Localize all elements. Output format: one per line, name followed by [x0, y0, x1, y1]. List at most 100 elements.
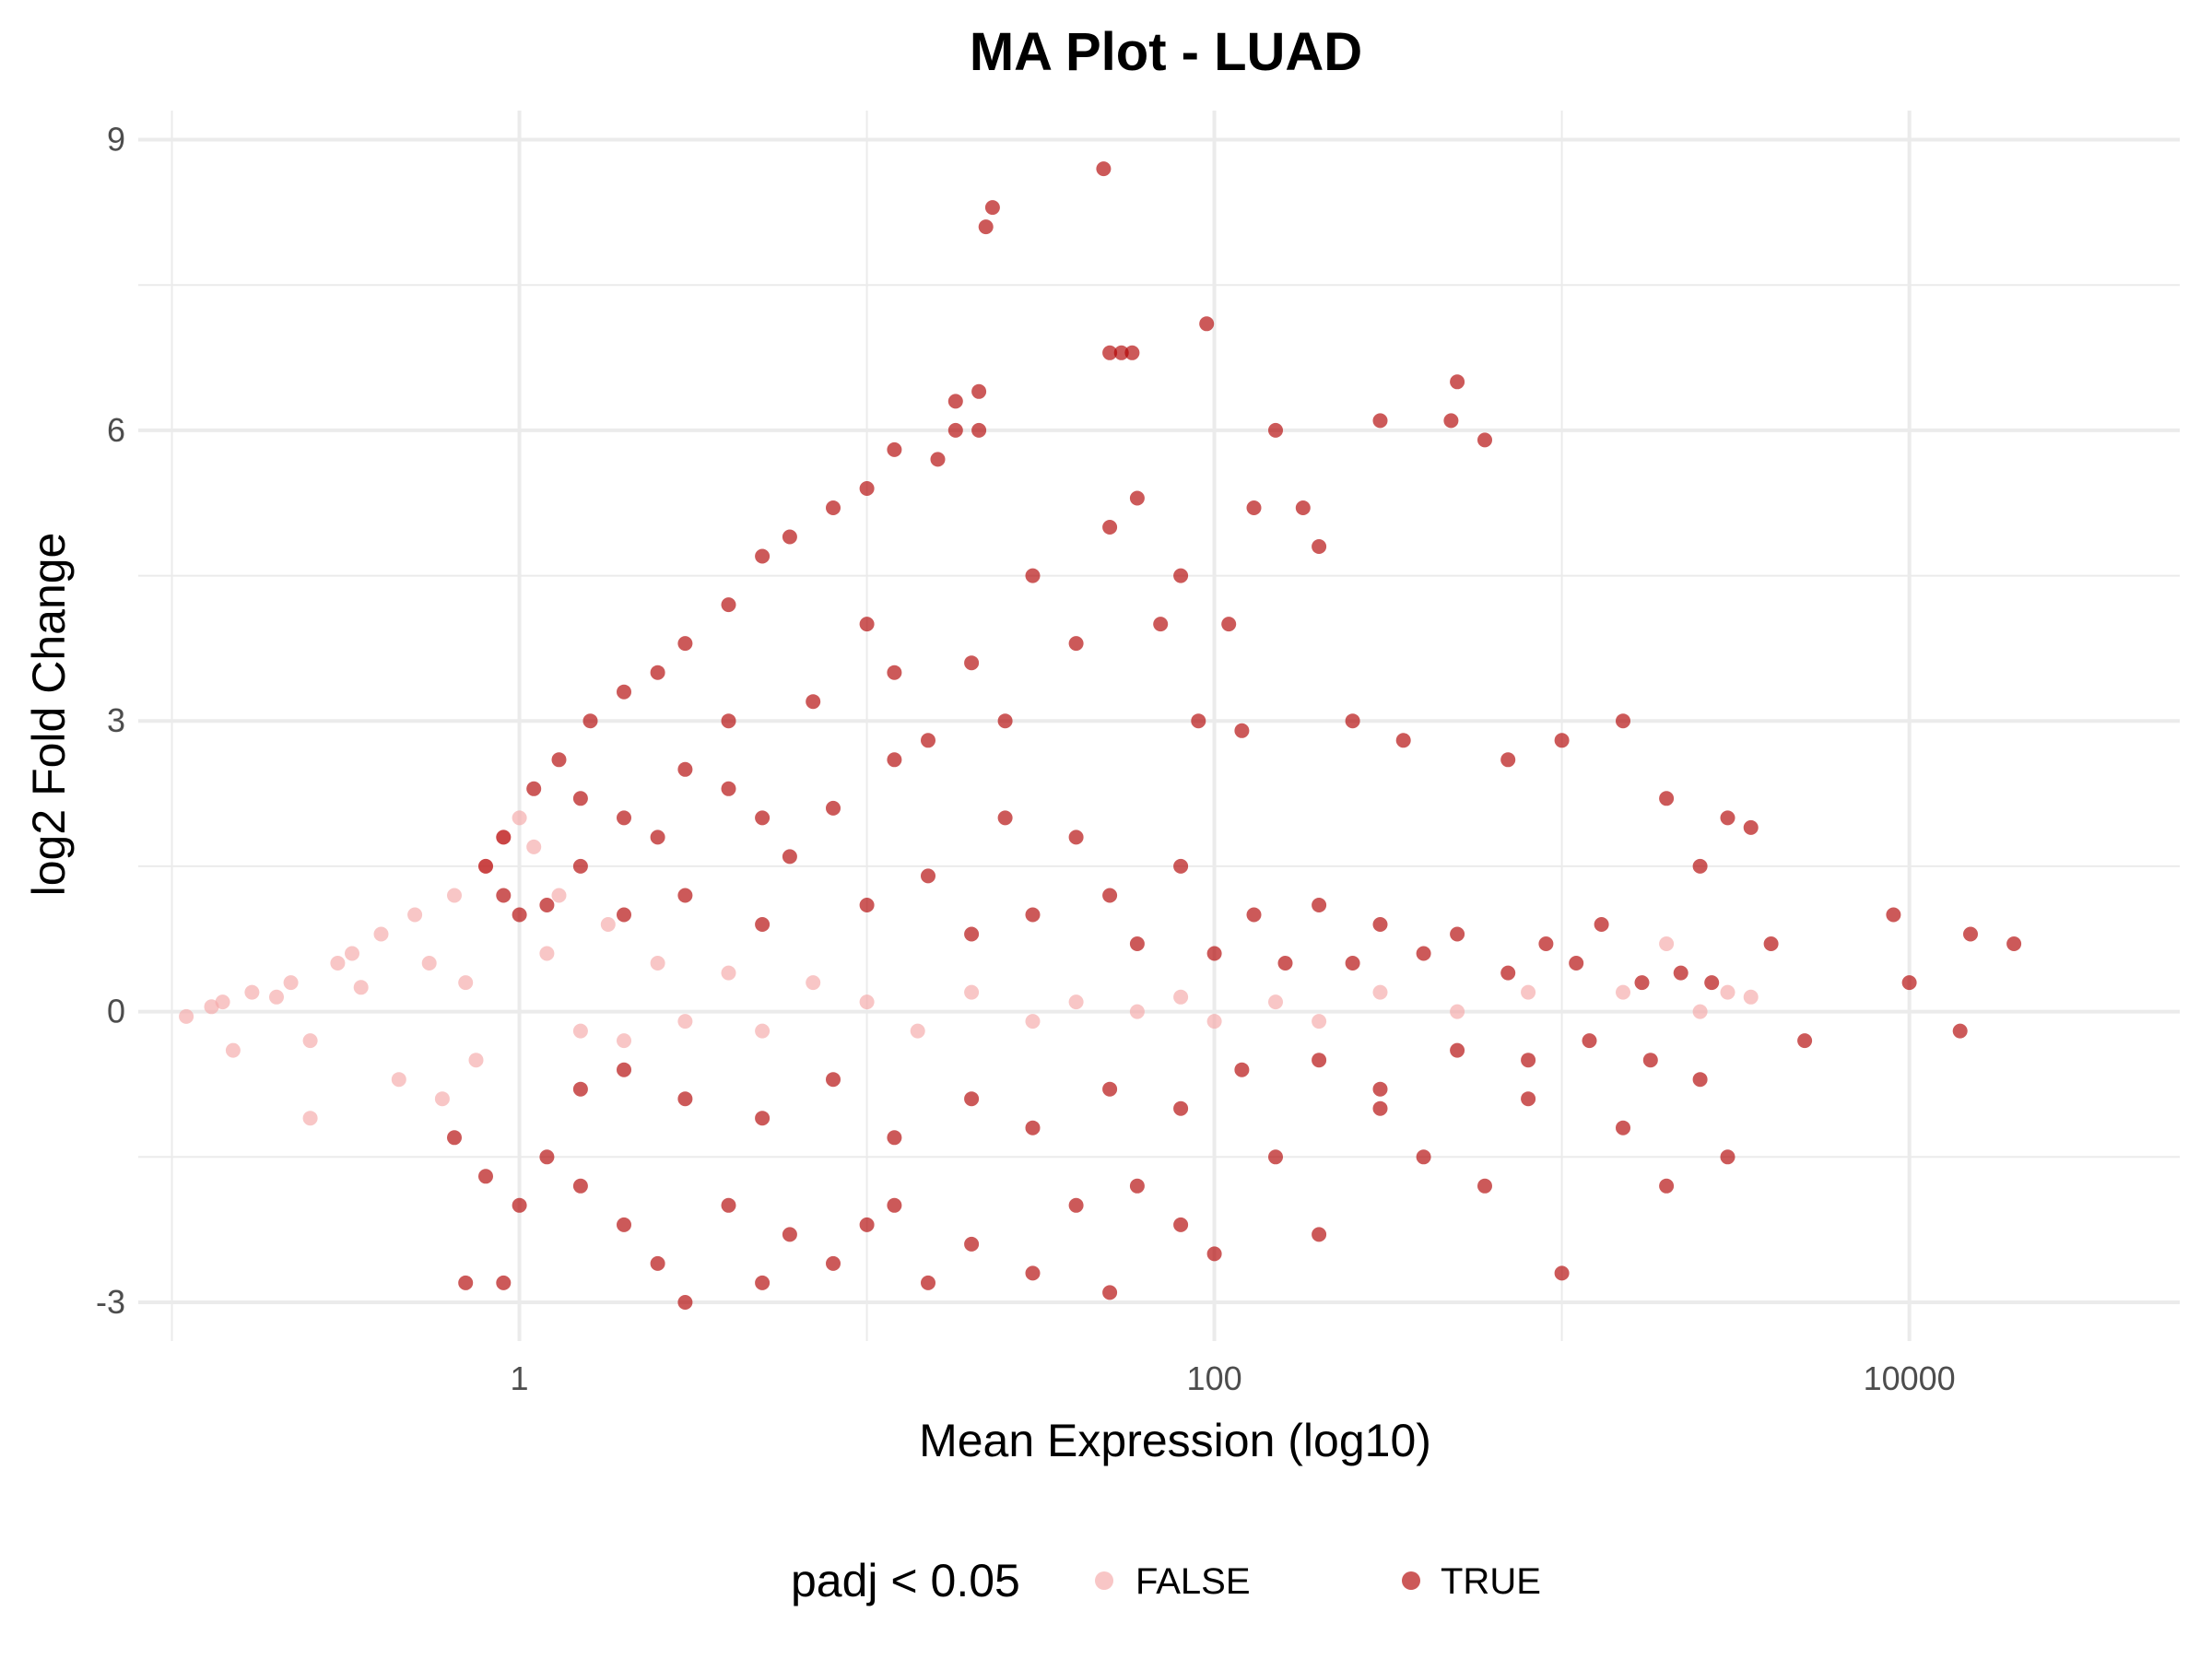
point-significant: [1277, 956, 1293, 971]
point-significant: [617, 684, 631, 700]
point-significant: [1616, 713, 1630, 729]
legend: padj < 0.05 FALSE TRUE: [791, 1555, 1541, 1606]
point-significant: [921, 733, 935, 748]
point-significant: [826, 1072, 841, 1088]
point-significant: [1659, 791, 1675, 806]
point-significant: [512, 1197, 527, 1213]
point-not-significant: [447, 888, 462, 903]
point-significant: [1616, 1120, 1630, 1135]
point-significant: [859, 898, 875, 912]
point-significant: [512, 907, 527, 923]
point-significant: [826, 1255, 841, 1271]
point-significant: [887, 441, 902, 457]
point-significant: [1102, 888, 1118, 903]
point-not-significant: [572, 1023, 588, 1039]
point-not-significant: [806, 975, 821, 991]
point-not-significant: [539, 946, 555, 961]
point-significant: [1025, 907, 1041, 923]
point-not-significant: [391, 1072, 406, 1088]
point-significant: [496, 830, 512, 845]
point-significant: [1129, 490, 1145, 506]
legend-label-true: TRUE: [1441, 1561, 1541, 1602]
y-tick-label: -3: [96, 1283, 125, 1321]
point-significant: [1025, 1120, 1041, 1135]
point-significant: [617, 810, 631, 826]
point-not-significant: [600, 917, 616, 932]
point-not-significant: [421, 956, 437, 971]
point-not-significant: [1450, 1004, 1465, 1019]
point-significant: [617, 1062, 631, 1077]
point-significant: [1582, 1033, 1597, 1049]
point-significant: [496, 888, 512, 903]
point-significant: [677, 761, 693, 777]
point-significant: [1102, 1081, 1118, 1097]
point-significant: [978, 219, 994, 235]
point-significant: [1199, 316, 1215, 332]
point-significant: [1129, 1178, 1145, 1194]
point-significant: [1450, 926, 1465, 942]
point-significant: [1692, 858, 1708, 874]
point-significant: [1173, 1100, 1189, 1116]
x-axis-title: Mean Expression (log10): [919, 1415, 1431, 1466]
point-significant: [1704, 975, 1720, 991]
point-not-significant: [458, 975, 474, 991]
point-not-significant: [526, 839, 542, 854]
point-significant: [1886, 907, 1901, 923]
point-significant: [1673, 965, 1688, 981]
point-significant: [782, 529, 797, 545]
point-significant: [478, 858, 493, 874]
point-significant: [650, 665, 665, 680]
point-not-significant: [1173, 989, 1189, 1005]
point-not-significant: [1312, 1014, 1327, 1030]
point-not-significant: [204, 999, 219, 1015]
point-significant: [971, 383, 987, 399]
point-significant: [1963, 926, 1978, 942]
point-significant: [572, 858, 588, 874]
point-significant: [721, 781, 736, 796]
point-significant: [1113, 345, 1129, 360]
point-significant: [721, 1197, 736, 1213]
point-significant: [997, 810, 1013, 826]
point-significant: [496, 1275, 512, 1290]
point-significant: [859, 481, 875, 496]
point-significant: [1372, 917, 1388, 932]
y-tick-label: 0: [107, 993, 125, 1030]
point-significant: [1952, 1023, 1968, 1039]
point-significant: [887, 1197, 902, 1213]
chart-title: MA Plot - LUAD: [970, 22, 1362, 82]
point-significant: [1068, 830, 1084, 845]
point-significant: [921, 868, 935, 884]
point-significant: [1500, 752, 1516, 768]
point-significant: [1173, 858, 1189, 874]
point-significant: [1312, 1227, 1327, 1242]
point-significant: [572, 791, 588, 806]
point-significant: [539, 898, 555, 912]
point-significant: [859, 1217, 875, 1232]
point-significant: [617, 907, 631, 923]
point-not-significant: [721, 965, 736, 981]
point-significant: [887, 1130, 902, 1146]
point-significant: [1720, 1149, 1735, 1165]
point-not-significant: [551, 888, 567, 903]
point-significant: [859, 617, 875, 632]
point-not-significant: [373, 926, 389, 942]
point-significant: [964, 1091, 980, 1107]
y-tick-label: 6: [107, 411, 125, 449]
point-not-significant: [1206, 1014, 1222, 1030]
point-significant: [551, 752, 567, 768]
point-not-significant: [650, 956, 665, 971]
point-not-significant: [1025, 1014, 1041, 1030]
point-significant: [1395, 733, 1411, 748]
point-significant: [755, 1275, 771, 1290]
legend-title: padj < 0.05: [791, 1555, 1020, 1606]
point-significant: [1234, 723, 1250, 738]
point-significant: [964, 926, 980, 942]
point-significant: [1312, 539, 1327, 554]
points-not-significant: [179, 810, 1759, 1126]
point-significant: [478, 1169, 493, 1184]
point-not-significant: [330, 956, 346, 971]
point-significant: [755, 548, 771, 564]
point-significant: [1345, 956, 1360, 971]
point-significant: [921, 1275, 935, 1290]
